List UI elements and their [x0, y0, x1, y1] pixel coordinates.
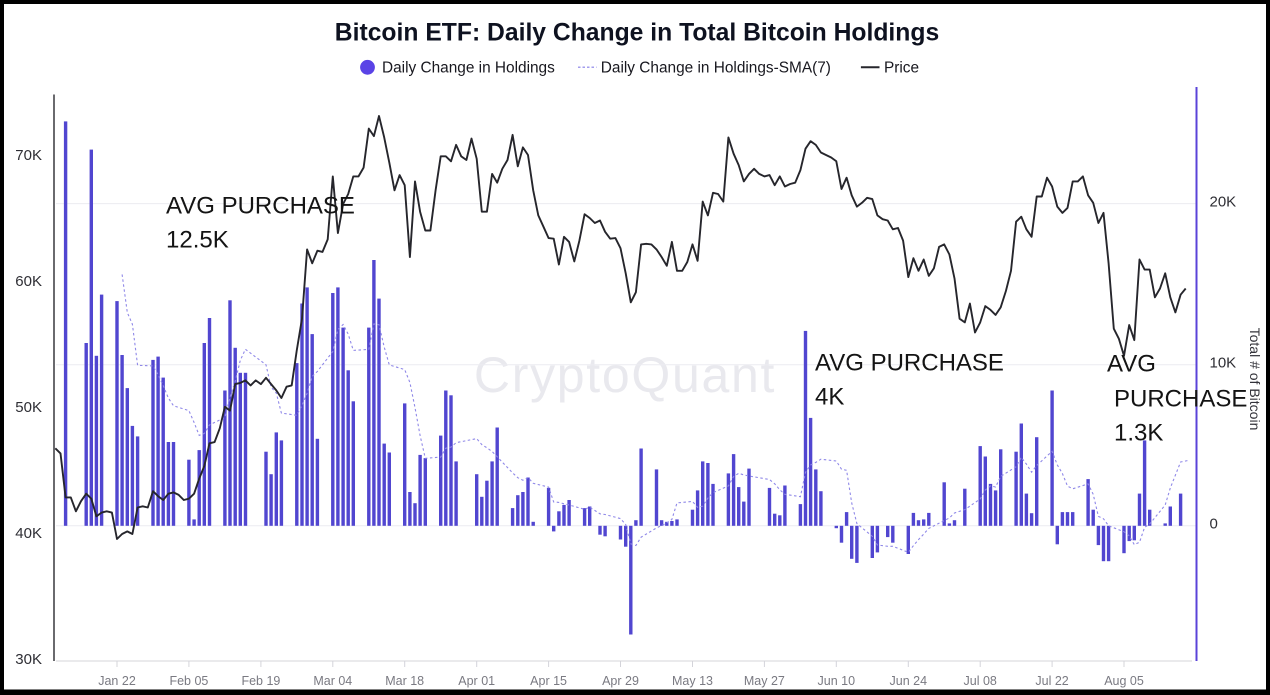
svg-text:4K: 4K: [815, 384, 844, 411]
svg-text:Jun 10: Jun 10: [818, 674, 856, 688]
svg-text:AVG PURCHASE: AVG PURCHASE: [815, 350, 1004, 377]
svg-text:Jun 24: Jun 24: [890, 674, 928, 688]
svg-text:May 27: May 27: [744, 674, 785, 688]
svg-text:Jul 08: Jul 08: [964, 674, 997, 688]
svg-text:AVG: AVG: [1107, 351, 1156, 378]
svg-text:AVG PURCHASE: AVG PURCHASE: [166, 193, 355, 220]
svg-text:Feb 19: Feb 19: [241, 674, 280, 688]
svg-text:50K: 50K: [15, 399, 42, 416]
svg-text:Feb 05: Feb 05: [169, 674, 208, 688]
svg-text:Jan 22: Jan 22: [98, 674, 136, 688]
svg-text:Total # of Bitcoin: Total # of Bitcoin: [1247, 328, 1263, 431]
svg-text:20K: 20K: [1210, 194, 1237, 211]
svg-text:0: 0: [1210, 516, 1218, 533]
svg-text:30K: 30K: [15, 651, 42, 668]
svg-text:40K: 40K: [15, 525, 42, 542]
svg-text:1.3K: 1.3K: [1114, 420, 1163, 447]
svg-text:Daily Change in Holdings-SMA(7: Daily Change in Holdings-SMA(7): [601, 60, 831, 77]
svg-text:Price: Price: [884, 60, 919, 77]
svg-text:60K: 60K: [15, 273, 42, 290]
svg-text:12.5K: 12.5K: [166, 227, 229, 254]
svg-text:Mar 04: Mar 04: [313, 674, 352, 688]
svg-text:CryptoQuant: CryptoQuant: [474, 347, 776, 403]
svg-text:Apr 29: Apr 29: [602, 674, 639, 688]
svg-text:PURCHASE: PURCHASE: [1114, 386, 1247, 413]
svg-text:Jul 22: Jul 22: [1035, 674, 1068, 688]
svg-text:10K: 10K: [1210, 355, 1237, 372]
svg-text:Daily Change in Holdings: Daily Change in Holdings: [382, 60, 555, 77]
svg-text:May 13: May 13: [672, 674, 713, 688]
svg-text:Apr 15: Apr 15: [530, 674, 567, 688]
svg-text:Apr 01: Apr 01: [458, 674, 495, 688]
svg-text:Mar 18: Mar 18: [385, 674, 424, 688]
svg-text:Bitcoin ETF: Daily Change in T: Bitcoin ETF: Daily Change in Total Bitco…: [335, 20, 939, 47]
svg-text:70K: 70K: [15, 147, 42, 164]
svg-text:Aug 05: Aug 05: [1104, 674, 1144, 688]
